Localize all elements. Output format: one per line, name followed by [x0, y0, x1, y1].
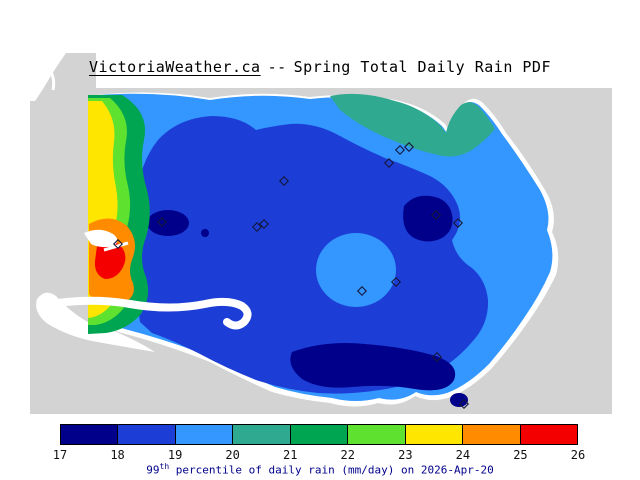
colorbar-segment	[233, 425, 291, 444]
colorbar-segment	[175, 425, 234, 444]
contour-17-18-west	[147, 210, 189, 236]
colorbar-tick: 26	[570, 448, 586, 462]
caption-superscript: th	[159, 462, 170, 471]
station-marker	[251, 221, 263, 233]
colorbar-tick: 21	[282, 448, 298, 462]
station-marker	[112, 238, 124, 250]
colorbar-tick: 25	[513, 448, 528, 462]
plot-title: VictoriaWeather.ca -- Spring Total Daily R…	[0, 58, 640, 76]
colorbar-tick: 17	[52, 448, 68, 462]
colorbar-tick: 19	[167, 448, 183, 462]
colorbar-segment	[348, 425, 406, 444]
colorbar-segment	[405, 425, 464, 444]
corner-land	[30, 53, 66, 101]
contour-20-21	[330, 93, 495, 157]
colorbar-tick: 23	[398, 448, 413, 462]
colorbar-segment	[520, 425, 577, 444]
title-subject: Spring Total Daily Rain PDF	[293, 58, 551, 76]
contour-17-18-southeast	[450, 393, 468, 407]
contour-17-18-dot	[201, 229, 209, 237]
sooke-channel	[40, 296, 252, 330]
colorbar-tick: 24	[455, 448, 471, 462]
station-marker	[356, 285, 368, 297]
colorbar-segment	[118, 425, 176, 444]
colorbar-segment	[463, 425, 521, 444]
contour-17-18-south	[290, 343, 456, 391]
contour-25-26	[94, 240, 126, 279]
station-marker	[430, 209, 442, 221]
station-marker	[390, 276, 402, 288]
station-marker	[458, 398, 470, 410]
colorbar-segment	[61, 425, 119, 444]
colorbar-tick: 18	[110, 448, 125, 462]
colorbar-tick: 22	[340, 448, 355, 462]
site-name: VictoriaWeather.ca	[89, 58, 261, 76]
colorbar-ticks: 17 18 19 20 21 22 23 24 25 26	[0, 448, 640, 462]
station-markers	[112, 141, 470, 410]
title-separator: --	[267, 58, 287, 76]
station-marker	[452, 217, 464, 229]
caption-prefix: 99	[146, 463, 160, 477]
colorbar	[60, 424, 578, 445]
station-marker	[394, 144, 406, 156]
caption-suffix: percentile of daily rain (mm/day) on 202…	[169, 463, 494, 477]
colorbar-tick: 20	[225, 448, 240, 462]
harbour-inlet	[84, 229, 118, 248]
station-marker	[156, 216, 168, 228]
station-marker	[258, 218, 270, 230]
contour-17-18-east	[403, 195, 453, 242]
colorbar-caption: 99th percentile of daily rain (mm/day) o…	[0, 462, 640, 477]
contour-18-19	[133, 116, 489, 394]
station-marker	[278, 175, 290, 187]
station-marker	[383, 157, 395, 169]
land-southwest	[36, 292, 155, 352]
station-marker	[403, 141, 415, 153]
colorbar-segment	[290, 425, 349, 444]
station-marker	[431, 351, 443, 363]
corner-channel	[44, 64, 56, 91]
contour-19-20-pocket	[316, 233, 396, 307]
